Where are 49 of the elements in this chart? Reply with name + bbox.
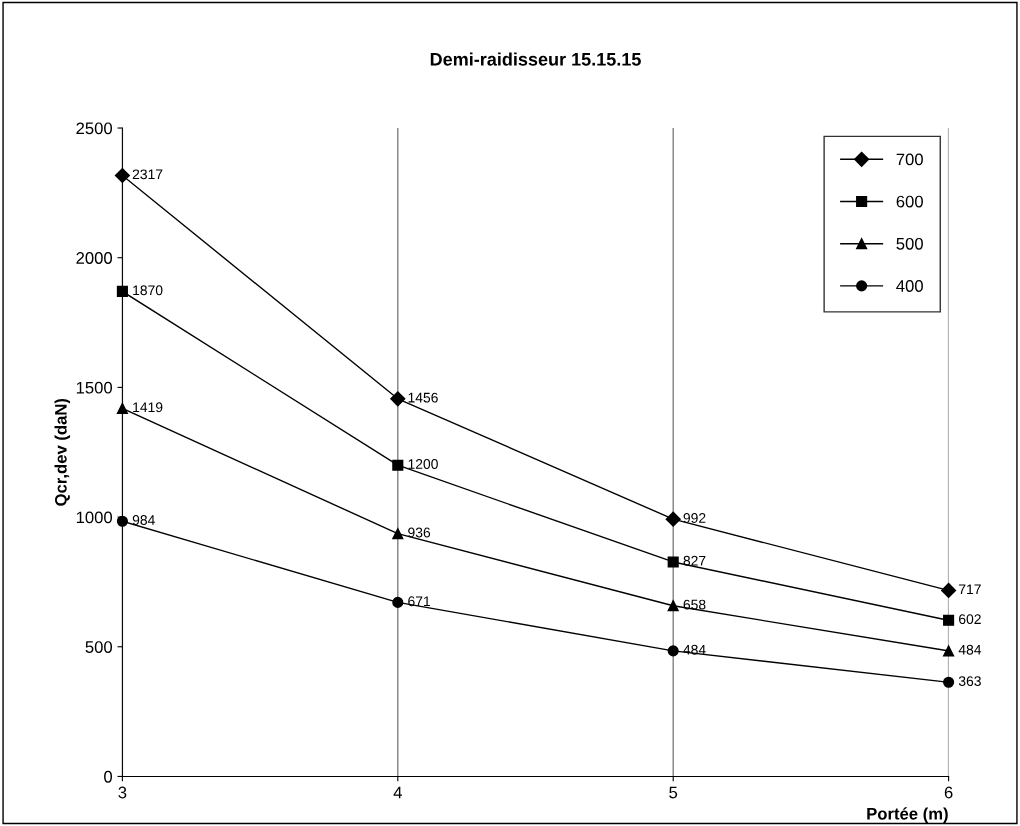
data-label: 671 [408,596,431,607]
x-tick-label: 6 [944,786,953,799]
data-label: 827 [683,555,706,566]
legend-label: 400 [896,280,923,292]
legend-label: 500 [896,237,923,250]
data-label: 992 [683,513,706,523]
data-label: 602 [959,614,981,625]
data-label: 2317 [132,169,163,180]
point [392,459,404,471]
y-axis-title: Qcr,dev (daN) [54,398,71,506]
point [943,645,955,657]
point [116,285,128,297]
point [667,556,679,568]
point [941,582,957,599]
point [665,511,681,527]
data-label: 717 [959,584,981,595]
legend-label: 600 [896,195,923,208]
point [392,596,404,608]
point [116,515,128,527]
data-label: 1200 [408,459,438,469]
y-tick-label: 2000 [76,252,113,264]
point [667,600,679,612]
x-tick-label: 5 [669,786,678,799]
y-tick-label: 1000 [76,511,113,524]
y-tick-label: 2500 [76,122,113,135]
point [392,528,404,540]
data-label: 1456 [408,392,438,403]
data-label: 1419 [133,402,163,413]
data-label: 658 [683,599,706,610]
point [390,391,406,407]
point [943,676,955,688]
data-label: 984 [132,515,155,525]
y-tick-label: 500 [85,641,113,653]
y-tick-label: 0 [104,770,113,783]
y-tick-label: 1500 [76,381,113,394]
legend-label: 700 [896,153,923,166]
point [667,645,679,657]
data-label: 1870 [133,285,163,296]
x-tick-label: 3 [118,786,127,799]
point [116,402,128,414]
point [943,614,955,626]
data-label: 484 [958,644,982,655]
data-label: 936 [408,527,431,538]
data-label: 363 [958,676,981,687]
data-label: 484 [683,644,706,655]
chart-title: Demi-raidisseur 15.15.15 [430,52,641,66]
point [114,167,130,184]
x-axis-title: Portée (m) [867,807,948,823]
x-tick-label: 4 [393,786,402,799]
